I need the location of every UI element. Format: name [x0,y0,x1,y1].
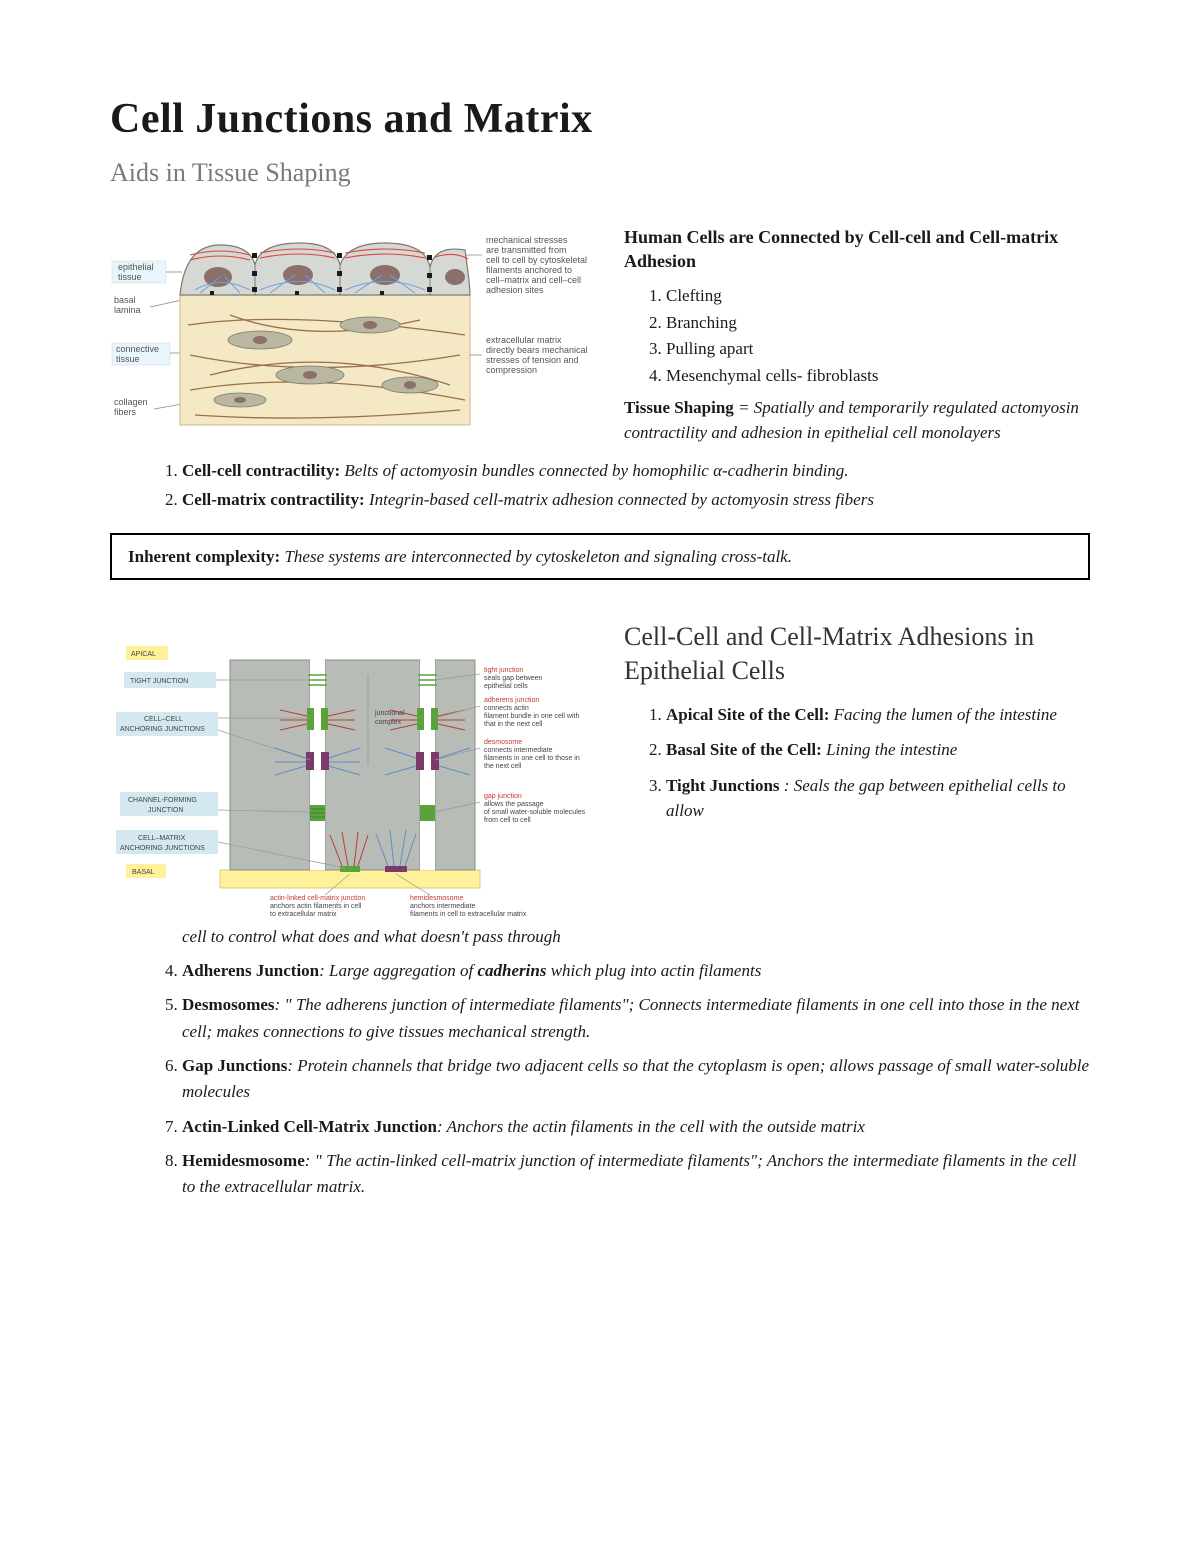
svg-text:connects intermediatefilaments: connects intermediatefilaments in one ce… [484,747,580,770]
page-subtitle: Aids in Tissue Shaping [110,155,1090,191]
svg-text:anchors intermediate: anchors intermediate [410,903,475,910]
svg-text:ANCHORING JUNCTIONS: ANCHORING JUNCTIONS [120,726,205,733]
section-2-row: junctional complex [110,620,1090,920]
adhesion-item: Clefting [666,284,1090,308]
svg-text:cell to cell by cytoskeletal: cell to cell by cytoskeletal [486,255,587,265]
svg-text:directly bears mechanical: directly bears mechanical [486,345,588,355]
svg-text:CELL–CELL: CELL–CELL [144,716,183,723]
svg-text:lamina: lamina [114,305,141,315]
adhesion-item: Mesenchymal cells- fibroblasts [666,364,1090,388]
svg-text:stresses of tension and: stresses of tension and [486,355,579,365]
junction-item: Actin-Linked Cell-Matrix Junction: Ancho… [182,1114,1090,1140]
svg-text:epithelial: epithelial [118,262,154,272]
svg-text:junctional: junctional [374,710,405,717]
svg-text:connective: connective [116,344,159,354]
svg-text:tight junction: tight junction [484,667,523,674]
svg-text:connects actinfilament bundle: connects actinfilament bundle in one cel… [484,705,579,728]
tissue-diagram: epithelial tissue basal lamina connectiv… [110,225,600,440]
adhesion-item: Pulling apart [666,337,1090,361]
complexity-callout: Inherent complexity: These systems are i… [110,533,1090,581]
svg-text:tissue: tissue [116,354,140,364]
ep-item: Tight Junctions : Seals the gap between … [666,773,1090,824]
contractility-list: Cell-cell contractility: Belts of actomy… [110,459,1090,512]
svg-text:JUNCTION: JUNCTION [148,807,183,814]
epithelial-top-list: Apical Site of the Cell: Facing the lume… [624,702,1090,824]
svg-text:filaments in cell to extracell: filaments in cell to extracellular matri… [410,911,527,918]
svg-text:tissue: tissue [118,272,142,282]
tight-junction-continuation: cell to control what does and what doesn… [182,924,1090,950]
ep-item: Apical Site of the Cell: Facing the lume… [666,702,1090,728]
svg-text:are transmitted from: are transmitted from [486,245,567,255]
svg-text:adherens junction: adherens junction [484,697,539,704]
svg-text:desmosome: desmosome [484,739,522,746]
adhesion-list: Clefting Branching Pulling apart Mesench… [624,284,1090,388]
page-title: Cell Junctions and Matrix [110,90,1090,149]
svg-text:APICAL: APICAL [131,651,156,658]
svg-text:allows the passageof small wat: allows the passageof small water-soluble… [484,801,586,824]
svg-text:collagen: collagen [114,397,148,407]
junction-item: Desmosomes: " The adherens junction of i… [182,992,1090,1045]
svg-text:extracellular matrix: extracellular matrix [486,335,562,345]
svg-text:basal: basal [114,295,136,305]
adhesion-column: Human Cells are Connected by Cell-cell a… [624,225,1090,445]
contractility-item: Cell-cell contractility: Belts of actomy… [182,459,1090,484]
svg-text:anchors actin filaments in cel: anchors actin filaments in cell [270,903,362,910]
junction-item: Gap Junctions: Protein channels that bri… [182,1053,1090,1106]
tissue-shaping-def: Tissue Shaping = Spatially and temporari… [624,396,1090,445]
svg-text:ANCHORING JUNCTIONS: ANCHORING JUNCTIONS [120,845,205,852]
svg-text:hemidesmosome: hemidesmosome [410,895,463,902]
svg-text:actin-linked cell-matrix junct: actin-linked cell-matrix junction [270,895,365,902]
adhesion-header: Human Cells are Connected by Cell-cell a… [624,225,1090,274]
junction-item: Hemidesmosome: " The actin-linked cell-m… [182,1148,1090,1201]
svg-text:to extracellular matrix: to extracellular matrix [270,911,337,918]
svg-text:mechanical stresses: mechanical stresses [486,235,568,245]
contractility-item: Cell-matrix contractility: Integrin-base… [182,488,1090,513]
svg-text:cell–matrix and cell–cell: cell–matrix and cell–cell [486,275,581,285]
epithelial-column: Cell-Cell and Cell-Matrix Adhesions in E… [624,620,1090,834]
svg-text:fibers: fibers [114,407,137,417]
svg-text:gap junction: gap junction [484,793,522,800]
svg-text:adhesion sites: adhesion sites [486,285,544,295]
svg-text:BASAL: BASAL [132,869,155,876]
junction-list: Adherens Junction: Large aggregation of … [110,958,1090,1201]
ep-item: Basal Site of the Cell: Lining the intes… [666,737,1090,763]
junctions-diagram: junctional complex [110,620,600,920]
section-1-row: epithelial tissue basal lamina connectiv… [110,225,1090,445]
junction-item: Adherens Junction: Large aggregation of … [182,958,1090,984]
svg-text:CELL–MATRIX: CELL–MATRIX [138,835,186,842]
svg-text:filaments anchored to: filaments anchored to [486,265,572,275]
svg-text:TIGHT JUNCTION: TIGHT JUNCTION [130,678,188,685]
section-2-title: Cell-Cell and Cell-Matrix Adhesions in E… [624,620,1090,688]
adhesion-item: Branching [666,311,1090,335]
svg-text:compression: compression [486,365,537,375]
svg-text:CHANNEL-FORMING: CHANNEL-FORMING [128,797,197,804]
svg-text:seals gap betweenepithelial ce: seals gap betweenepithelial cells [484,675,542,690]
